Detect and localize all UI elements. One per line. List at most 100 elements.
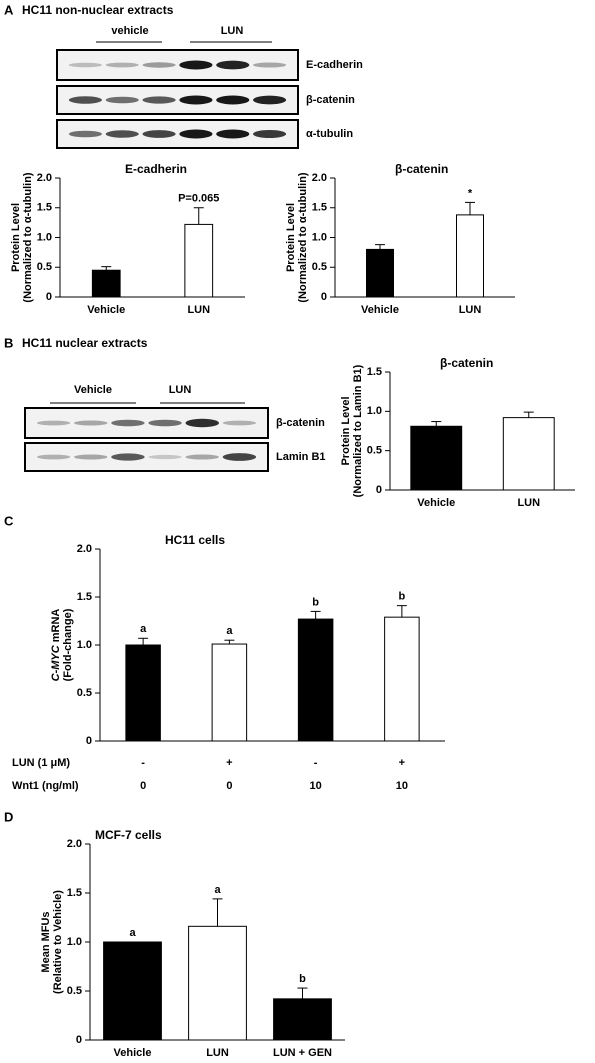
panel-title: HC11 non-nuclear extracts xyxy=(22,3,174,17)
error-bar xyxy=(523,411,534,418)
annotation: a xyxy=(214,884,221,896)
blot-band xyxy=(68,130,102,138)
y-tick-label: 2.0 xyxy=(37,172,52,184)
y-axis-label: (Relative to Vehicle) xyxy=(52,890,64,994)
y-axis-label-text: mRNA xyxy=(50,609,62,646)
blot-frame xyxy=(24,407,269,439)
y-tick-label: 0 xyxy=(321,291,327,303)
x-tick-label: LUN xyxy=(459,304,482,316)
group-label: LUN xyxy=(221,25,244,37)
blot-band xyxy=(68,96,102,104)
x-tick-label: LUN xyxy=(206,1047,229,1059)
y-tick-label: 1.0 xyxy=(67,936,82,948)
band-label: E-cadherin xyxy=(306,59,363,71)
panel-letter: C xyxy=(4,513,14,528)
blot-band xyxy=(105,130,139,138)
y-tick-label: 1.0 xyxy=(367,405,382,417)
blot-band xyxy=(179,129,213,139)
blot-band xyxy=(253,95,287,105)
annotation: b xyxy=(312,596,319,608)
panel-letter: B xyxy=(4,335,13,350)
blot-band xyxy=(185,418,219,428)
band-label: Lamin B1 xyxy=(276,451,326,463)
y-tick-label: 2.0 xyxy=(312,172,327,184)
blot-band xyxy=(185,454,219,460)
blot-band xyxy=(222,453,257,461)
error-bar xyxy=(212,898,223,927)
blot-band xyxy=(216,129,250,139)
y-tick-label: 1.0 xyxy=(77,639,92,651)
annotation: a xyxy=(129,927,136,939)
y-tick-label: 0 xyxy=(86,735,92,747)
bar xyxy=(456,214,484,298)
bar xyxy=(211,643,248,742)
blot-band xyxy=(111,419,145,427)
y-tick-label: 0.5 xyxy=(367,445,382,457)
band-label: β-catenin xyxy=(276,417,325,429)
x-tick-label: Vehicle xyxy=(114,1047,152,1059)
error-bar xyxy=(224,639,235,645)
y-axis-label: (Normalized to α-tubulin) xyxy=(22,172,34,303)
error-bar xyxy=(138,637,149,645)
band-label: β-catenin xyxy=(306,94,355,106)
chart-title: HC11 cells xyxy=(165,533,225,547)
annotation: * xyxy=(468,187,473,199)
x-table-cell: + xyxy=(399,757,405,769)
error-bar xyxy=(396,605,407,618)
blot-band xyxy=(74,420,108,426)
blot-band xyxy=(142,96,176,104)
bar xyxy=(366,248,394,298)
blot-band xyxy=(68,62,102,68)
chart-title: β-catenin xyxy=(395,162,448,176)
y-axis-label: Protein Level xyxy=(285,203,297,272)
bar xyxy=(273,998,332,1041)
chart-title: MCF-7 cells xyxy=(95,828,162,842)
x-table-cell: + xyxy=(226,757,232,769)
y-axis-label: (Normalized to Lamin B1) xyxy=(352,364,364,497)
panel-letter: D xyxy=(4,809,13,824)
x-tick-label: LUN xyxy=(517,497,540,509)
bar xyxy=(184,223,214,298)
x-tick-label: LUN + GEN xyxy=(273,1047,332,1059)
y-tick-label: 0 xyxy=(376,484,382,496)
x-tick-label: Vehicle xyxy=(87,304,125,316)
blot-band xyxy=(74,454,108,460)
bar xyxy=(103,941,162,1041)
bar xyxy=(384,616,420,742)
annotation: a xyxy=(226,625,233,637)
y-axis-label: C-MYC mRNA xyxy=(50,609,62,682)
bar xyxy=(125,644,161,742)
blot-band xyxy=(142,62,176,68)
blot-band xyxy=(253,62,287,68)
y-axis-label-italic: C-MYC xyxy=(50,644,62,681)
blot-frame xyxy=(56,49,299,81)
blot-band xyxy=(216,95,250,105)
panel-title: HC11 nuclear extracts xyxy=(22,336,148,350)
y-axis-label: Protein Level xyxy=(10,203,22,272)
y-axis-label: Protein Level xyxy=(340,396,352,465)
group-label: Vehicle xyxy=(74,384,112,396)
blot-band xyxy=(253,129,287,139)
x-table-cell: 10 xyxy=(310,780,322,792)
x-table-cell: - xyxy=(314,757,318,769)
bar xyxy=(410,425,463,491)
x-table-cell: 0 xyxy=(140,780,146,792)
y-tick-label: 0.5 xyxy=(312,261,327,273)
blot-band xyxy=(179,95,213,105)
y-tick-label: 2.0 xyxy=(67,838,82,850)
error-bar xyxy=(193,207,204,225)
y-axis-label: (Normalized to α-tubulin) xyxy=(297,172,309,303)
error-bar xyxy=(465,201,475,215)
y-tick-label: 1.5 xyxy=(37,202,52,214)
error-bar xyxy=(431,421,442,427)
blot-band xyxy=(36,454,71,460)
chart-title: E-cadherin xyxy=(125,162,187,176)
y-tick-label: 0.5 xyxy=(77,687,92,699)
bar xyxy=(91,269,121,298)
group-label: LUN xyxy=(169,384,192,396)
bar xyxy=(297,618,334,742)
y-tick-label: 1.5 xyxy=(367,366,382,378)
x-tick-label: LUN xyxy=(187,304,210,316)
x-table-cell: - xyxy=(141,757,145,769)
x-tick-label: Vehicle xyxy=(361,304,399,316)
